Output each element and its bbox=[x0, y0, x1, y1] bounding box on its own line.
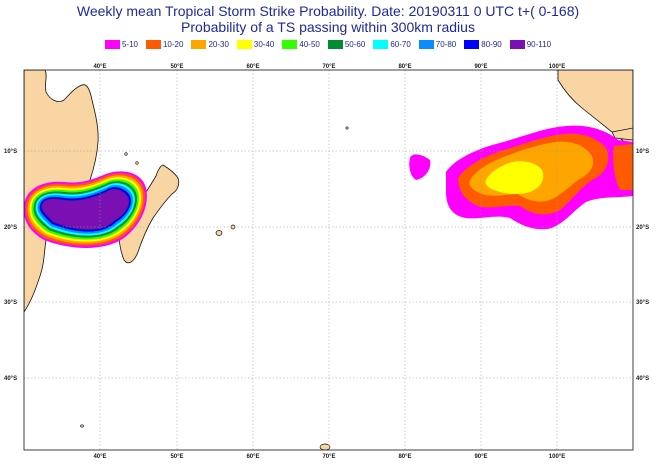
top-longitude-labels: 40°E 50°E 60°E 70°E 80°E 90°E 100°E bbox=[93, 64, 565, 70]
legend-label: 50-60 bbox=[344, 40, 366, 49]
legend-item: 70-80 bbox=[418, 40, 457, 49]
legend-item: 80-90 bbox=[464, 40, 502, 49]
legend-item: 50-60 bbox=[327, 40, 366, 49]
longitude-label: 60°E bbox=[246, 64, 259, 70]
legend-swatch bbox=[373, 40, 389, 49]
kerguelen-island bbox=[319, 443, 331, 450]
reunion-island bbox=[215, 230, 223, 236]
legend-label: 30-40 bbox=[253, 40, 275, 49]
longitude-label: 40°E bbox=[93, 64, 106, 70]
latitude-label: 40°S bbox=[4, 376, 17, 382]
longitude-label: 80°E bbox=[398, 64, 411, 70]
legend-item: 20-30 bbox=[191, 40, 229, 49]
ocean-background bbox=[24, 70, 633, 450]
legend-item: 10-20 bbox=[145, 40, 184, 49]
longitude-label: 100°E bbox=[549, 454, 565, 460]
longitude-label: 100°E bbox=[549, 64, 565, 70]
mayotte-island bbox=[135, 161, 139, 165]
java-land bbox=[611, 127, 633, 141]
legend-label: 60-70 bbox=[390, 40, 411, 49]
map-subtitle: Probability of a TS passing within 300km… bbox=[181, 19, 475, 35]
comoros-island bbox=[124, 152, 128, 156]
latitude-label: 30°S bbox=[636, 300, 649, 306]
longitude-label: 40°E bbox=[93, 454, 106, 460]
legend-swatch bbox=[327, 40, 343, 49]
longitude-label: 90°E bbox=[474, 64, 487, 70]
longitude-label: 50°E bbox=[170, 64, 183, 70]
latitude-label: 40°S bbox=[636, 376, 649, 382]
legend-label: 90-110 bbox=[526, 40, 552, 49]
latitude-label: 30°S bbox=[4, 300, 17, 306]
latitude-label: 10°S bbox=[636, 149, 649, 155]
latitude-label: 20°S bbox=[4, 225, 17, 231]
legend-swatch bbox=[282, 40, 298, 49]
legend-label: 5-10 bbox=[121, 40, 138, 49]
latitude-label: 20°S bbox=[636, 225, 649, 231]
map-frame bbox=[23, 69, 634, 451]
right-latitude-labels: 10°S 20°S 30°S 40°S bbox=[636, 149, 649, 382]
legend-swatch bbox=[509, 40, 525, 49]
latitude-label: 10°S bbox=[4, 149, 17, 155]
longitude-label: 70°E bbox=[322, 64, 335, 70]
legend-swatch bbox=[104, 40, 120, 49]
longitude-label: 80°E bbox=[398, 454, 411, 460]
crozet-island bbox=[80, 424, 84, 428]
madagascar-land bbox=[118, 164, 180, 264]
legend-label: 80-90 bbox=[481, 40, 502, 49]
left-latitude-labels: 10°S 20°S 30°S 40°S bbox=[4, 149, 17, 382]
chagos-island bbox=[345, 126, 349, 130]
longitude-label: 60°E bbox=[246, 454, 259, 460]
longitude-label: 90°E bbox=[474, 454, 487, 460]
legend-item: 40-50 bbox=[282, 40, 320, 49]
legend-swatch bbox=[464, 40, 480, 49]
legend-item: 90-110 bbox=[509, 40, 552, 49]
probability-legend: 5-10 10-20 20-30 30-40 40-50 50-60 60-70… bbox=[0, 40, 656, 49]
mozambique-channel-probability-area bbox=[24, 171, 147, 248]
longitude-label: 70°E bbox=[322, 454, 335, 460]
legend-swatch bbox=[191, 40, 207, 49]
legend-label: 40-50 bbox=[299, 40, 320, 49]
longitude-label: 50°E bbox=[170, 454, 183, 460]
legend-label: 70-80 bbox=[435, 40, 457, 49]
legend-item: 30-40 bbox=[236, 40, 275, 49]
map-title: Weekly mean Tropical Storm Strike Probab… bbox=[76, 3, 580, 19]
legend-item: 60-70 bbox=[373, 40, 411, 49]
lat-lon-grid bbox=[24, 70, 633, 450]
legend-swatch bbox=[145, 40, 161, 49]
legend-label: 10-20 bbox=[162, 40, 184, 49]
legend-swatch bbox=[236, 40, 252, 49]
bottom-longitude-labels: 40°E 50°E 60°E 70°E 80°E 90°E 100°E bbox=[93, 454, 565, 460]
legend-item: 5-10 bbox=[104, 40, 138, 49]
legend-label: 20-30 bbox=[208, 40, 229, 49]
eastern-indian-ocean-probability-area bbox=[409, 125, 633, 230]
legend-swatch bbox=[418, 40, 434, 49]
